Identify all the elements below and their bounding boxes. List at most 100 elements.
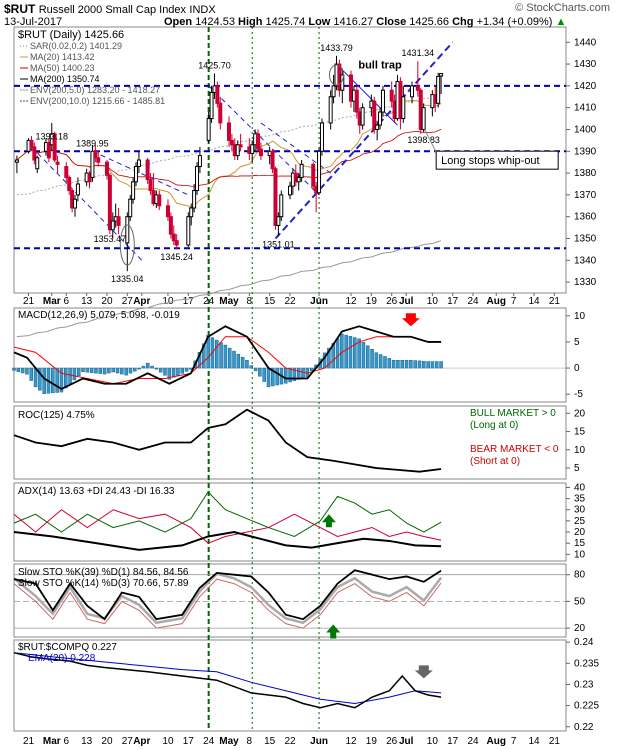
candle-body (389, 89, 394, 102)
trend-line (336, 63, 398, 126)
macd-histogram-bar (171, 367, 176, 378)
x-tick-label: 7 (511, 296, 517, 307)
x-tick-label-bottom: 10 (427, 736, 439, 747)
ema-line (13, 652, 442, 704)
y-tick-label: 30 (574, 505, 586, 516)
candle-body (276, 216, 281, 226)
y-tick-label: 1430 (574, 59, 597, 70)
macd-histogram-bar (167, 367, 172, 380)
macd-histogram-bar (51, 367, 55, 394)
x-tick-label: 27 (122, 296, 134, 307)
macd-histogram-bar (98, 367, 103, 374)
candle-body (148, 179, 153, 192)
candle-body (174, 240, 179, 246)
macd-histogram-bar (266, 367, 271, 388)
panel-frame-macd (13, 307, 567, 403)
y-tick-label: 10 (574, 445, 586, 456)
x-tick-label-bottom: 27 (122, 736, 134, 747)
y-tick-label: 1410 (574, 103, 597, 114)
macd-histogram-bar (309, 367, 314, 372)
macd-histogram-bar (76, 367, 81, 377)
candle-body (189, 207, 194, 218)
y-tick-label: 0.23 (574, 679, 594, 690)
macd-histogram-bar (400, 359, 404, 369)
candle-body (421, 107, 426, 130)
y-tick-label: 10 (574, 311, 586, 322)
x-tick-label: May (219, 296, 239, 307)
macd-histogram-bar (176, 367, 180, 376)
macd-histogram-bar (344, 334, 348, 369)
macd-histogram-bar (236, 353, 241, 369)
macd-histogram-bar (163, 367, 167, 376)
y-tick-label: 10 (574, 549, 586, 560)
macd-histogram-bar (85, 367, 90, 373)
symbol: $RUT (4, 2, 36, 16)
macd-histogram-bar (232, 350, 236, 369)
x-tick-label-bottom: 17 (183, 736, 195, 747)
candle-body (64, 166, 69, 178)
price-annotation: 1389.95 (76, 138, 109, 148)
roc-note: (Long at 0) (470, 420, 518, 431)
y-tick-label: 1390 (574, 146, 597, 157)
y-tick-label: 1360 (574, 212, 597, 223)
panel-frame-sto (13, 563, 567, 638)
price-annotation: 1433.79 (320, 43, 353, 53)
y-tick-label: 0.24 (574, 637, 594, 648)
macd-histogram-bar (422, 360, 426, 369)
y-tick-label: 1420 (574, 81, 597, 92)
x-tick-label: 12 (345, 296, 357, 307)
candle-body (168, 216, 173, 235)
up-arrow-icon: ▲ (555, 16, 567, 28)
macd-histogram-bar (115, 367, 120, 374)
price-annotation: 1335.04 (111, 274, 144, 284)
candle-body (296, 176, 301, 183)
candle-body (273, 168, 278, 226)
candle-body (415, 85, 420, 91)
macd-histogram-bar (16, 367, 21, 372)
y-tick-label: 5 (574, 337, 580, 348)
candle-body (104, 161, 109, 176)
candle-body (186, 216, 191, 246)
candle-body (197, 155, 202, 168)
macd-histogram-bar (387, 358, 392, 369)
x-tick-label-bottom: Jun (310, 736, 328, 747)
candle-body (235, 144, 240, 157)
candle-body (157, 194, 162, 207)
panel-frame-roc (13, 405, 567, 480)
macd-histogram-bar (383, 356, 387, 369)
slow-sto-39-line (13, 569, 442, 621)
x-tick-label-bottom: 14 (528, 736, 540, 747)
y-tick-label: 1380 (574, 168, 597, 179)
x-tick-label-bottom: 22 (284, 736, 296, 747)
macd-histogram-bar (102, 367, 107, 375)
macd-histogram-bar (94, 367, 98, 374)
x-tick-label-bottom: 21 (549, 736, 561, 747)
x-tick-label: 14 (528, 296, 540, 307)
legend-label: MA(20) 1413.42 (30, 52, 95, 62)
candle-body (311, 163, 316, 187)
candle-body (349, 74, 354, 102)
macd-histogram-bar (215, 339, 219, 369)
slow-sto-14-k-line (13, 572, 443, 625)
candle-body (192, 190, 197, 209)
macd-histogram-bar (64, 367, 68, 389)
y-tick-label: 25 (574, 516, 586, 527)
x-tick-label-bottom: 21 (23, 736, 35, 747)
macd-histogram-bar (365, 345, 370, 369)
callout-text: Long stops whip-out (441, 155, 539, 167)
candle-body (317, 150, 322, 194)
watermark: © StockCharts.com (515, 2, 610, 14)
macd-histogram-bar (340, 333, 344, 369)
y-tick-label: 80 (574, 570, 586, 581)
macd-histogram-bar (150, 365, 154, 369)
macd-histogram-bar (249, 365, 254, 369)
x-tick-label: 10 (162, 296, 174, 307)
candle-body (131, 181, 136, 200)
macd-histogram-bar (327, 347, 331, 369)
macd-histogram-bar (111, 367, 115, 373)
x-tick-label: Apr (133, 296, 150, 307)
highlight-circle (328, 64, 344, 86)
macd-histogram-bar (370, 348, 374, 369)
price-annotation: 1398.83 (407, 135, 440, 145)
candle-body (319, 122, 324, 152)
